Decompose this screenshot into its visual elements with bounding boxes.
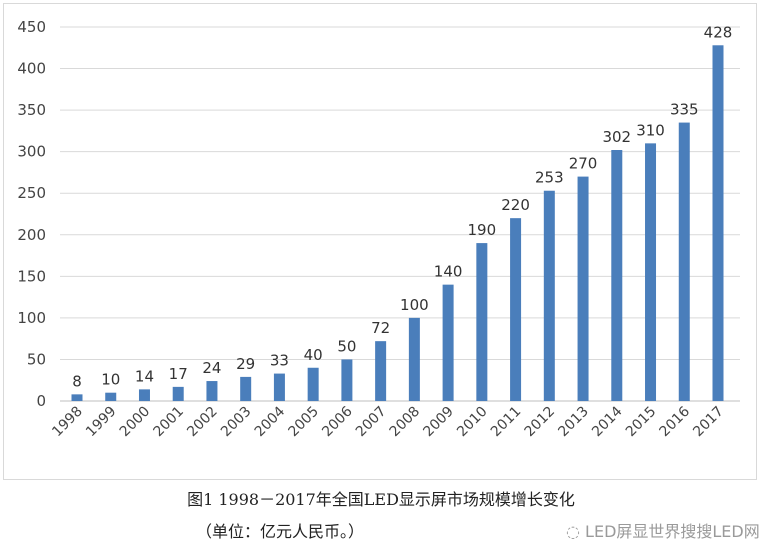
data-label: 428 [704, 23, 733, 41]
y-tick-label: 100 [17, 309, 46, 327]
x-tick-label: 1998 [49, 404, 86, 441]
x-tick-label: 2010 [454, 404, 491, 441]
x-tick-label: 2012 [522, 404, 559, 441]
bar [273, 373, 285, 401]
x-tick-label: 2016 [657, 403, 694, 440]
data-label: 17 [169, 365, 188, 383]
data-label: 8 [72, 372, 82, 390]
bar [510, 218, 522, 401]
bar-chart: 0501001502002503003504004508199810199914… [17, 18, 740, 441]
watermark-text: LED屏显世界搜搜LED网 [585, 522, 760, 541]
data-label: 50 [337, 337, 356, 355]
bar [442, 284, 454, 401]
data-label: 100 [400, 296, 429, 314]
y-tick-label: 150 [17, 267, 46, 285]
x-tick-label: 2000 [117, 404, 154, 441]
data-label: 220 [501, 196, 530, 214]
x-tick-label: 2006 [319, 403, 356, 440]
x-tick-label: 2017 [690, 404, 727, 441]
x-tick-label: 2013 [555, 404, 592, 441]
x-tick-label: 2015 [623, 404, 660, 441]
bar [375, 341, 387, 401]
x-tick-label: 2007 [353, 404, 390, 441]
bar [172, 386, 184, 401]
bar [307, 367, 319, 401]
y-tick-label: 0 [36, 392, 46, 410]
bar [577, 176, 589, 401]
bar [408, 317, 420, 401]
data-label: 335 [670, 101, 699, 119]
y-tick-label: 200 [17, 226, 46, 244]
watermark: ◌ LED屏显世界搜搜LED网 [566, 518, 760, 542]
y-tick-label: 450 [17, 18, 46, 36]
bar [71, 394, 83, 401]
data-label: 270 [569, 155, 598, 173]
x-tick-label: 2008 [387, 404, 424, 441]
x-tick-label: 2002 [184, 404, 221, 441]
bar [206, 381, 218, 401]
data-label: 302 [602, 128, 631, 146]
x-tick-label: 2014 [589, 403, 626, 440]
x-tick-label: 1999 [83, 404, 120, 441]
data-label: 14 [135, 367, 154, 385]
data-label: 72 [371, 319, 390, 337]
x-tick-label: 2004 [252, 403, 289, 440]
caption-unit: （单位：亿元人民币。） [195, 522, 364, 541]
bar [712, 45, 724, 401]
x-tick-label: 2009 [420, 404, 457, 441]
x-tick-label: 2003 [218, 404, 255, 441]
data-label: 140 [434, 263, 463, 281]
bar [341, 359, 353, 401]
bar [476, 243, 488, 401]
data-label: 10 [101, 371, 120, 389]
data-label: 310 [636, 121, 665, 139]
x-tick-label: 2001 [151, 404, 188, 441]
chart-frame [3, 3, 757, 480]
y-tick-label: 350 [17, 101, 46, 119]
wechat-icon: ◌ [566, 522, 586, 541]
data-label: 40 [304, 346, 323, 364]
data-label: 29 [236, 355, 255, 373]
data-label: 253 [535, 169, 564, 187]
y-tick-label: 300 [17, 143, 46, 161]
y-tick-label: 400 [17, 60, 46, 78]
y-tick-label: 250 [17, 184, 46, 202]
data-label: 24 [202, 359, 221, 377]
caption-title: 图1 1998－2017年全国LED显示屏市场规模增长变化 [187, 490, 575, 509]
bar [138, 389, 150, 401]
bar [611, 150, 623, 401]
bar [240, 376, 252, 401]
y-tick-label: 50 [27, 350, 46, 368]
data-label: 33 [270, 352, 289, 370]
x-tick-label: 2011 [488, 404, 525, 441]
bar [645, 143, 657, 401]
bar [678, 122, 690, 402]
x-tick-label: 2005 [285, 404, 322, 441]
bar [105, 392, 117, 401]
data-label: 190 [468, 221, 497, 239]
bar [543, 190, 555, 401]
